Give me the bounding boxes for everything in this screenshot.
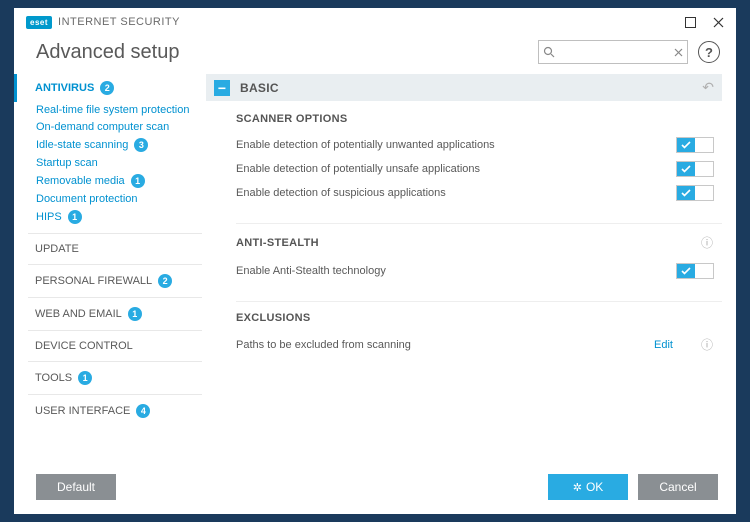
search-icon	[543, 46, 555, 58]
ok-button[interactable]: ✲ OK	[548, 474, 628, 500]
section-title: ANTI-STEALTH	[236, 237, 692, 249]
toggle[interactable]	[676, 137, 714, 153]
divider	[236, 223, 722, 224]
search-input[interactable]	[555, 46, 674, 58]
setting-label: Enable detection of potentially unwanted…	[236, 139, 676, 151]
nav-subitem[interactable]: Document protection	[32, 191, 202, 208]
nav-label: ANTIVIRUS	[35, 82, 94, 94]
maximize-button[interactable]	[682, 14, 698, 30]
setting-row: Paths to be excluded from scanning Edit …	[236, 332, 714, 357]
cancel-button[interactable]: Cancel	[638, 474, 718, 500]
nav-label: WEB AND EMAIL	[35, 308, 122, 320]
nav-subitem[interactable]: Real-time file system protection	[32, 102, 202, 119]
app-window: eset INTERNET SECURITY Advanced setup ? …	[14, 8, 736, 514]
clear-search-icon[interactable]	[674, 48, 683, 57]
check-icon	[677, 186, 695, 200]
panel-title: BASIC	[240, 81, 702, 95]
content-panel: − BASIC ↶ SCANNER OPTIONS Enable detecti…	[202, 74, 736, 462]
check-icon	[677, 138, 695, 152]
ok-label: OK	[586, 480, 603, 494]
nav-subitem-label: Startup scan	[36, 157, 98, 169]
nav-item[interactable]: UPDATE	[14, 236, 202, 262]
divider	[236, 301, 722, 302]
badge: 1	[68, 210, 82, 224]
nav-item[interactable]: DEVICE CONTROL	[14, 333, 202, 359]
nav-item[interactable]: TOOLS 1	[14, 364, 202, 392]
setting-label: Paths to be excluded from scanning	[236, 339, 654, 351]
search-box[interactable]	[538, 40, 688, 64]
badge: 3	[134, 138, 148, 152]
badge: 4	[136, 404, 150, 418]
setting-row: Enable detection of potentially unsafe a…	[236, 157, 714, 181]
nav-item[interactable]: PERSONAL FIREWALL 2	[14, 267, 202, 295]
ok-icon: ✲	[573, 481, 582, 494]
info-icon[interactable]: ⓘ	[700, 234, 714, 251]
setting-row: Enable Anti-Stealth technology	[236, 259, 714, 283]
setting-label: Enable Anti-Stealth technology	[236, 265, 676, 277]
section-title: SCANNER OPTIONS	[236, 113, 714, 125]
badge: 1	[128, 307, 142, 321]
footer: Default ✲ OK Cancel	[14, 462, 736, 514]
setting-label: Enable detection of suspicious applicati…	[236, 187, 676, 199]
nav-subitem-label: HIPS	[36, 211, 62, 223]
help-button[interactable]: ?	[698, 41, 720, 63]
nav-subitem-label: Document protection	[36, 193, 138, 205]
info-icon[interactable]: ⓘ	[700, 336, 714, 353]
toggle[interactable]	[676, 161, 714, 177]
nav-label: DEVICE CONTROL	[35, 340, 133, 352]
toggle[interactable]	[676, 263, 714, 279]
section-title: EXCLUSIONS	[236, 312, 714, 324]
nav-subitem[interactable]: Startup scan	[32, 155, 202, 172]
nav-item[interactable]: WEB AND EMAIL 1	[14, 300, 202, 328]
header: Advanced setup ?	[14, 36, 736, 74]
section-scanner: SCANNER OPTIONS Enable detection of pote…	[206, 109, 722, 217]
nav-subitem[interactable]: On-demand computer scan	[32, 119, 202, 136]
nav-label: USER INTERFACE	[35, 405, 130, 417]
nav-label: TOOLS	[35, 372, 72, 384]
badge: 1	[131, 174, 145, 188]
section-antistealth: ANTI-STEALTH ⓘ Enable Anti-Stealth techn…	[206, 230, 722, 295]
nav-subitem[interactable]: HIPS 1	[32, 208, 202, 227]
setting-row: Enable detection of potentially unwanted…	[236, 133, 714, 157]
close-button[interactable]	[710, 14, 726, 30]
nav-subitem-label: Real-time file system protection	[36, 104, 189, 116]
nav-subitem-label: Removable media	[36, 175, 125, 187]
nav-subitem[interactable]: Idle-state scanning 3	[32, 136, 202, 155]
nav-antivirus[interactable]: ANTIVIRUS 2	[14, 74, 202, 102]
nav-subitem[interactable]: Removable media 1	[32, 172, 202, 191]
nav-subitem-label: On-demand computer scan	[36, 121, 169, 133]
setting-label: Enable detection of potentially unsafe a…	[236, 163, 676, 175]
panel-header: − BASIC ↶	[206, 74, 722, 101]
collapse-button[interactable]: −	[214, 80, 230, 96]
nav-label: UPDATE	[35, 243, 79, 255]
check-icon	[677, 162, 695, 176]
brand-logo: eset	[26, 16, 52, 29]
check-icon	[677, 264, 695, 278]
toggle[interactable]	[676, 185, 714, 201]
page-title: Advanced setup	[36, 41, 538, 64]
default-button[interactable]: Default	[36, 474, 116, 500]
nav-item[interactable]: USER INTERFACE 4	[14, 397, 202, 425]
product-name: INTERNET SECURITY	[58, 16, 180, 28]
nav-subitem-label: Idle-state scanning	[36, 139, 128, 151]
titlebar: eset INTERNET SECURITY	[14, 8, 736, 36]
setting-row: Enable detection of suspicious applicati…	[236, 181, 714, 205]
nav-label: PERSONAL FIREWALL	[35, 275, 152, 287]
badge: 2	[158, 274, 172, 288]
nav-sublist: Real-time file system protection On-deman…	[32, 102, 202, 227]
edit-link[interactable]: Edit	[654, 339, 692, 351]
undo-icon[interactable]: ↶	[702, 79, 714, 96]
badge: 2	[100, 81, 114, 95]
sidebar: ANTIVIRUS 2 Real-time file system protec…	[14, 74, 202, 462]
section-exclusions: EXCLUSIONS Paths to be excluded from sca…	[206, 308, 722, 369]
badge: 1	[78, 371, 92, 385]
